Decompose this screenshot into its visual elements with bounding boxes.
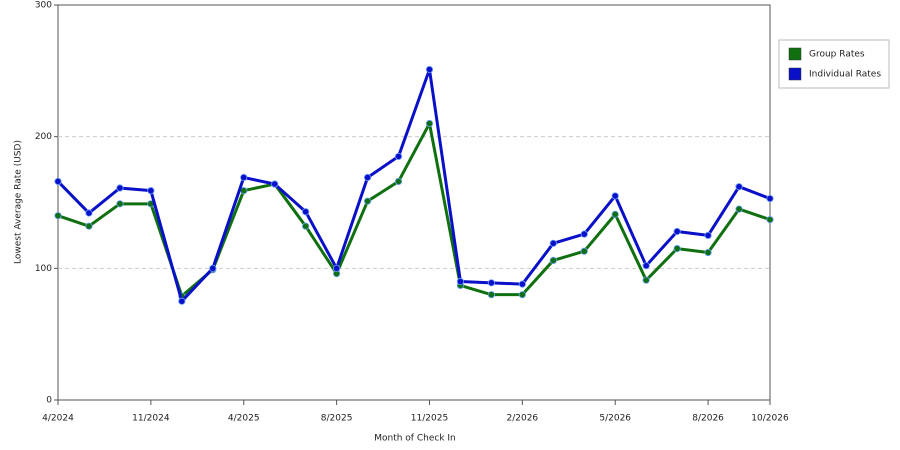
- data-point: [425, 65, 434, 74]
- data-point: [425, 119, 434, 128]
- data-point: [178, 297, 186, 305]
- data-point: [611, 210, 619, 218]
- data-point: [518, 291, 526, 299]
- legend-swatch: [788, 47, 802, 61]
- data-point: [116, 184, 124, 192]
- data-point: [549, 239, 557, 247]
- x-tick-label: 5/2026: [599, 414, 631, 424]
- plot-frame: [57, 4, 771, 401]
- data-point: [302, 208, 310, 216]
- data-point: [85, 222, 93, 230]
- data-point: [580, 230, 588, 238]
- data-point: [116, 200, 124, 208]
- x-tick-label: 4/2024: [42, 414, 74, 424]
- data-point: [735, 205, 743, 213]
- legend-label: Group Rates: [809, 50, 865, 60]
- data-point: [735, 183, 743, 191]
- x-tick-label: 8/2025: [321, 414, 353, 424]
- data-point: [518, 280, 526, 288]
- data-point: [642, 262, 650, 270]
- series-line: [57, 122, 771, 298]
- data-point: [363, 173, 372, 182]
- x-tick-label: 4/2025: [228, 414, 260, 424]
- legend-label: Individual Rates: [809, 70, 881, 80]
- data-point: [209, 264, 217, 272]
- data-point: [54, 212, 62, 220]
- data-point: [766, 194, 774, 203]
- data-point: [240, 173, 248, 182]
- data-point: [642, 276, 650, 284]
- data-point: [611, 192, 619, 200]
- data-point: [85, 209, 93, 217]
- data-point: [394, 177, 403, 186]
- y-tick-label: 200: [35, 132, 52, 142]
- data-point: [394, 152, 403, 161]
- y-axis-label: Lowest Average Rate (USD): [14, 140, 24, 264]
- data-point: [549, 256, 557, 265]
- data-point: [673, 227, 681, 236]
- data-point: [271, 180, 279, 188]
- data-point: [456, 277, 465, 286]
- x-axis-label: Month of Check In: [374, 434, 456, 444]
- data-point: [54, 177, 62, 186]
- y-tick-label: 0: [46, 396, 52, 406]
- series-line: [56, 68, 771, 303]
- data-point: [363, 197, 372, 205]
- data-point: [704, 231, 712, 240]
- x-tick-label: 11/2024: [132, 414, 170, 424]
- data-point: [766, 216, 774, 224]
- data-point: [333, 264, 341, 272]
- data-point: [580, 247, 588, 255]
- data-point: [487, 291, 495, 299]
- data-point: [302, 222, 310, 230]
- x-tick-label: 2/2026: [507, 414, 539, 424]
- legend-swatch: [788, 67, 802, 81]
- y-tick-label: 100: [35, 264, 52, 274]
- data-point: [487, 279, 495, 287]
- y-tick-label: 300: [35, 1, 52, 11]
- data-point: [704, 248, 712, 257]
- x-tick-label: 10/2026: [751, 414, 789, 424]
- x-tick-label: 11/2025: [411, 414, 448, 424]
- legend-box: [778, 39, 890, 89]
- data-point: [147, 187, 155, 195]
- data-point: [673, 244, 681, 253]
- x-tick-label: 8/2026: [692, 414, 724, 424]
